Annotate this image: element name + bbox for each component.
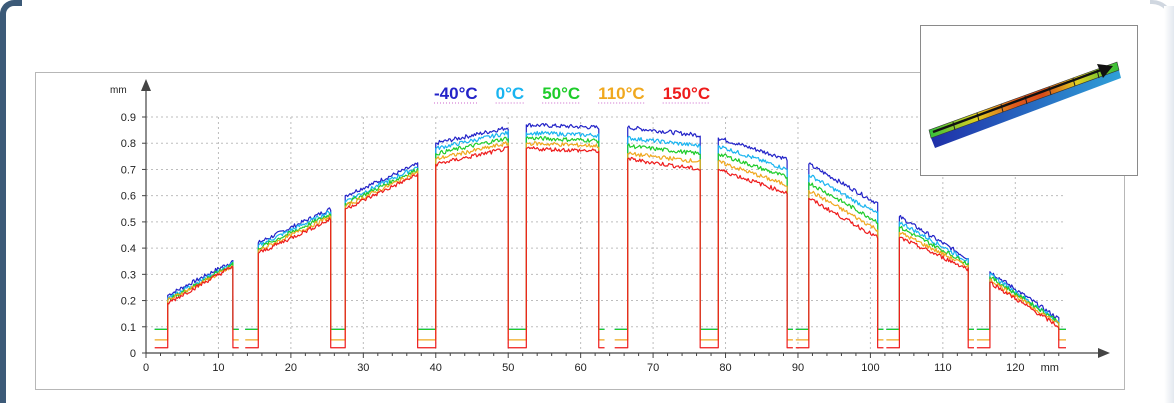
y-tick-label: 0.2 <box>121 296 136 308</box>
x-tick-label: 60 <box>575 362 587 374</box>
x-tick-label: 120 <box>1006 362 1024 374</box>
grid <box>146 116 1066 353</box>
arrow-head-icon <box>1097 64 1113 78</box>
series-line-0 <box>154 122 1066 330</box>
x-tick-label: 40 <box>430 362 442 374</box>
legend-entry-3: 110°C <box>598 84 645 103</box>
x-tick-label: 20 <box>285 362 297 374</box>
window-frame-corner <box>0 0 22 14</box>
deformed-beam-illustration <box>928 61 1121 148</box>
y-tick-label: 0.6 <box>121 191 136 203</box>
legend-entry-1: 0°C <box>496 84 525 103</box>
x-tick-label: 50 <box>502 362 514 374</box>
y-axis-arrow-icon <box>141 79 151 91</box>
y-tick-label: 0.5 <box>121 217 136 229</box>
y-tick-label: 0 <box>130 348 136 360</box>
series-line-1 <box>154 130 1066 330</box>
y-tick-label: 0.3 <box>121 269 136 281</box>
x-tick-label: 90 <box>792 362 804 374</box>
scan-direction-arrow-line <box>932 68 1102 134</box>
x-tick-label: 80 <box>719 362 731 374</box>
chart-panel: 0 0.1 0.2 0.3 0.4 0.5 0.6 0.7 0.8 0.9 0 10 20 30 40 50 6… <box>35 72 1125 390</box>
axes: 0 0.1 0.2 0.3 0.4 0.5 0.6 0.7 0.8 0.9 0 10 20 30 40 50 6… <box>110 79 1110 374</box>
window-frame-right <box>1164 6 1174 403</box>
x-axis-arrow-icon <box>1098 348 1110 358</box>
x-tick-label: 100 <box>861 362 879 374</box>
series-lines <box>154 122 1066 349</box>
x-tick-label: 10 <box>212 362 224 374</box>
x-axis-unit-label: mm <box>1041 362 1059 374</box>
x-tick-label: 30 <box>357 362 369 374</box>
y-tick-label: 0.8 <box>121 138 136 150</box>
y-tick-label: 0.7 <box>121 164 136 176</box>
y-tick-label: 0.4 <box>121 243 136 255</box>
legend: -40°C 0°C 50°C 110°C 150°C <box>434 84 711 104</box>
legend-entry-4: 150°C <box>663 84 710 103</box>
x-tick-label: 110 <box>934 362 952 374</box>
y-tick-label: 0.9 <box>121 112 136 124</box>
inset-part-image <box>920 25 1138 176</box>
window-frame-left <box>0 8 6 403</box>
line-chart: 0 0.1 0.2 0.3 0.4 0.5 0.6 0.7 0.8 0.9 0 10 20 30 40 50 6… <box>110 79 1110 374</box>
y-axis-unit-label: mm <box>110 85 127 96</box>
series-line-4 <box>154 145 1066 349</box>
beam-side-face <box>931 70 1121 148</box>
legend-entry-0: -40°C <box>434 84 478 103</box>
y-tick-label: 0.1 <box>121 322 136 334</box>
legend-entry-2: 50°C <box>542 84 580 103</box>
x-tick-label: 70 <box>647 362 659 374</box>
x-tick-label: 0 <box>143 362 149 374</box>
